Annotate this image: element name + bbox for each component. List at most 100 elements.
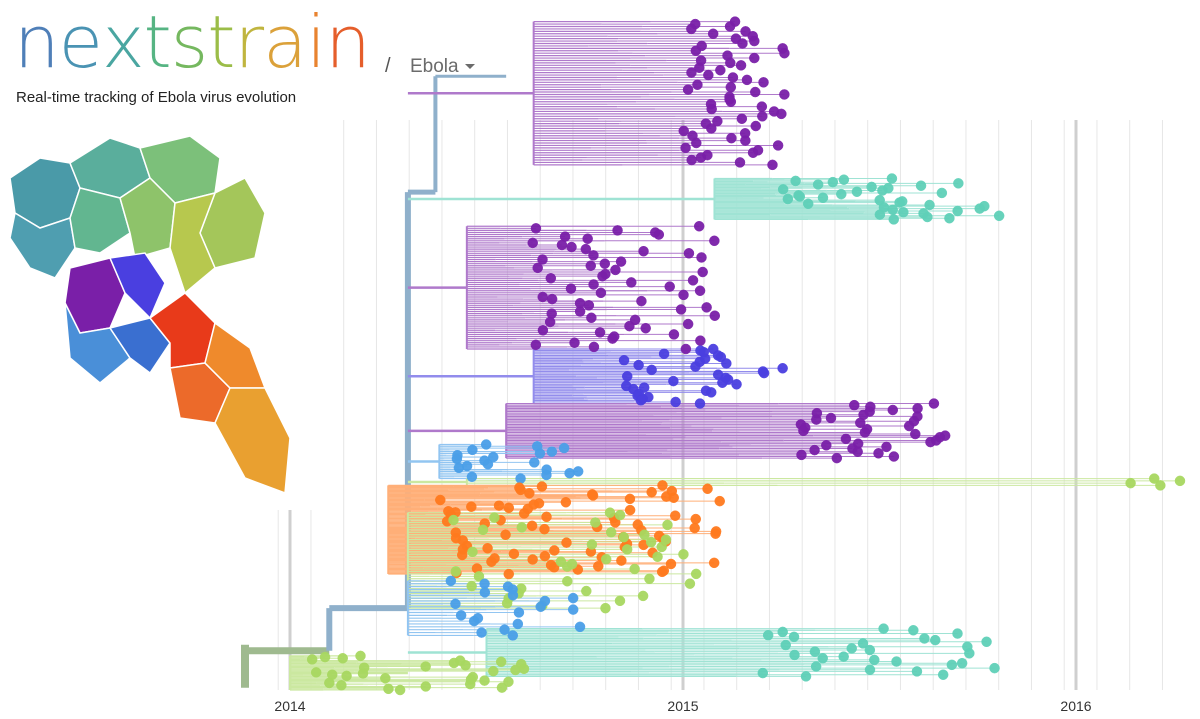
tip-point[interactable] [645,536,657,548]
tip-point[interactable] [929,634,941,646]
tip-point[interactable] [794,191,806,202]
tip-point[interactable] [802,198,814,210]
tip-point[interactable] [536,481,548,492]
tip-point[interactable] [703,69,714,81]
tip-point[interactable] [840,433,852,445]
tip-point[interactable] [750,120,762,132]
tip-point[interactable] [721,358,732,369]
tip-point[interactable] [690,513,702,525]
tip-point[interactable] [482,542,493,554]
tip-point[interactable] [479,675,490,686]
tip-point[interactable] [324,677,335,689]
tip-point[interactable] [590,517,601,528]
tip-point[interactable] [684,578,696,589]
tip-point[interactable] [561,561,573,572]
tip-point[interactable] [626,277,637,288]
tip-point[interactable] [919,633,930,644]
tip-point[interactable] [981,636,992,648]
tip-point[interactable] [512,618,524,630]
tip-point[interactable] [499,624,510,635]
tip-point[interactable] [817,192,829,204]
tip-point[interactable] [670,396,681,408]
tip-point[interactable] [710,528,721,539]
tip-point[interactable] [1155,480,1166,491]
tip-point[interactable] [306,654,318,665]
tip-point[interactable] [588,250,599,261]
tip-point[interactable] [678,125,689,137]
tip-point[interactable] [310,667,322,678]
map-region[interactable] [9,211,76,279]
tip-point[interactable] [467,444,478,456]
tip-point[interactable] [530,223,542,234]
tip-point[interactable] [586,312,597,324]
tip-point[interactable] [952,205,963,217]
tip-point[interactable] [612,225,623,236]
tip-point[interactable] [757,667,769,679]
tip-point[interactable] [624,493,636,505]
tip-point[interactable] [535,601,546,612]
tip-point[interactable] [705,387,717,398]
tip-point[interactable] [618,531,630,543]
tip-point[interactable] [564,467,575,479]
tip-point[interactable] [706,103,717,115]
tip-point[interactable] [635,395,647,406]
tip-point[interactable] [800,671,812,682]
tip-point[interactable] [864,664,876,676]
tip-point[interactable] [825,412,837,424]
tip-point[interactable] [610,264,621,276]
tip-point[interactable] [640,322,651,334]
tip-point[interactable] [690,361,701,372]
tip-point[interactable] [518,508,530,519]
tip-point[interactable] [507,589,519,601]
tip-point[interactable] [668,375,679,387]
tip-point[interactable] [937,669,949,680]
map-region[interactable] [204,321,267,389]
tip-point[interactable] [448,657,460,669]
tip-point[interactable] [546,446,558,457]
tip-point[interactable] [888,451,900,462]
map-regions[interactable] [9,135,291,495]
tip-point[interactable] [652,551,663,562]
tip-point[interactable] [341,670,352,682]
tip-point[interactable] [878,623,889,634]
tip-point[interactable] [869,654,880,666]
tip-point[interactable] [851,186,863,197]
tip-point[interactable] [881,441,892,453]
tip-point[interactable] [544,316,556,328]
tip-point[interactable] [646,486,657,498]
tip-point[interactable] [644,573,655,585]
tip-point[interactable] [546,293,558,305]
tip-point[interactable] [831,452,843,464]
tip-point[interactable] [600,602,611,614]
tip-point[interactable] [727,72,739,83]
tip-point[interactable] [712,115,723,127]
tip-point[interactable] [541,511,552,523]
tip-point[interactable] [420,681,432,692]
tip-point[interactable] [624,320,635,332]
tip-point[interactable] [888,214,900,225]
tip-point[interactable] [636,295,647,307]
tip-point[interactable] [846,643,857,654]
tip-point[interactable] [852,446,863,457]
tip-point[interactable] [618,354,630,366]
tip-point[interactable] [734,157,746,168]
tip-point[interactable] [692,79,703,91]
tip-point[interactable] [529,457,540,468]
tips-layer[interactable] [306,16,1186,696]
tip-point[interactable] [574,306,586,317]
tip-point[interactable] [567,592,579,604]
nextstrain-logo[interactable]: nextstrain [14,6,371,78]
tip-point[interactable] [717,377,728,388]
tip-point[interactable] [567,604,579,615]
tip-point[interactable] [453,462,465,474]
tip-point[interactable] [780,639,791,651]
tip-point[interactable] [500,529,511,541]
tip-point[interactable] [621,544,633,555]
tip-point[interactable] [545,273,557,284]
tip-point[interactable] [777,626,788,638]
tip-point[interactable] [857,638,869,649]
tip-point[interactable] [586,539,598,550]
tip-point[interactable] [810,661,822,672]
tip-point[interactable] [750,86,761,98]
tip-point[interactable] [767,159,778,171]
